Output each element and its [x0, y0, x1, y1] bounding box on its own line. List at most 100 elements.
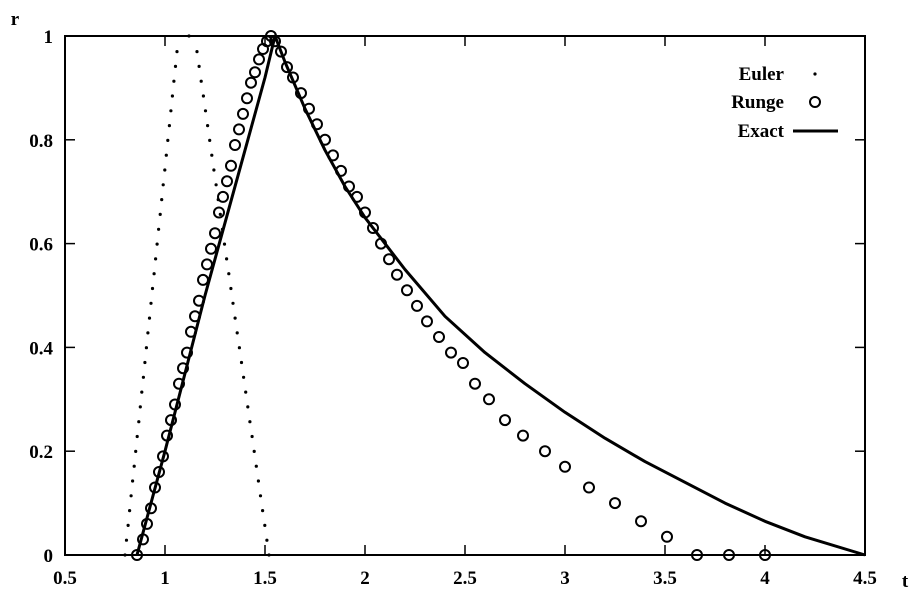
euler-point [166, 138, 170, 142]
y-axis-label: r [11, 9, 20, 30]
runge-point [275, 45, 287, 58]
x-tick-label: 2.5 [453, 568, 477, 589]
euler-point [124, 538, 129, 542]
euler-point [254, 464, 258, 468]
euler-point [167, 124, 171, 128]
euler-point [239, 360, 244, 365]
runge-point [421, 315, 433, 328]
runge-point [253, 53, 265, 66]
legend-label-euler: Euler [739, 64, 785, 85]
runge-point [281, 61, 293, 74]
euler-point [146, 331, 150, 335]
euler-point [131, 479, 135, 483]
y-tick-label: 1 [44, 27, 54, 48]
x-tick-label: 2 [360, 568, 370, 589]
legend-label-runge: Runge [731, 92, 784, 113]
x-axis-label: t [902, 571, 909, 592]
euler-point [214, 183, 218, 187]
runge-point [209, 227, 221, 240]
exact-line [135, 34, 866, 557]
x-tick-label: 4.5 [853, 568, 877, 589]
euler-point [235, 331, 239, 335]
euler-point [210, 153, 214, 157]
runge-point [517, 429, 529, 442]
euler-point [175, 50, 179, 54]
euler-point [160, 198, 164, 202]
euler-point [132, 464, 136, 468]
euler-point [187, 34, 191, 38]
euler-point [172, 79, 176, 83]
euler-point [163, 168, 167, 172]
euler-point [149, 301, 153, 305]
euler-point [147, 316, 152, 320]
y-tick-label: 0.2 [29, 442, 53, 463]
runge-point [401, 284, 413, 297]
x-tick-label: 0.5 [53, 568, 77, 589]
euler-point [233, 316, 237, 320]
runge-point [173, 377, 185, 390]
euler-point [237, 346, 241, 350]
runge-point [661, 530, 673, 543]
euler-point [244, 390, 248, 394]
euler-point [267, 553, 271, 557]
euler-point [218, 212, 222, 216]
euler-point [203, 109, 208, 113]
runge-point [499, 414, 511, 427]
runge-point [225, 159, 237, 172]
legend-swatch-runge [809, 96, 821, 108]
legend-label-exact: Exact [738, 121, 785, 142]
y-tick-label: 0.4 [29, 338, 53, 359]
euler-point [258, 494, 263, 498]
runge-point [433, 331, 445, 343]
euler-point [137, 420, 141, 424]
euler-point [208, 138, 212, 142]
euler-point [263, 523, 267, 528]
runge-point [217, 190, 229, 203]
euler-point [170, 94, 174, 98]
runge-point [457, 357, 469, 369]
series-layer [123, 30, 866, 561]
runge-point [367, 222, 379, 234]
euler-point [161, 183, 165, 187]
axis-ticks [64, 35, 866, 556]
euler-point [229, 286, 233, 291]
runge-point [383, 253, 395, 266]
euler-point [143, 360, 147, 365]
euler-point [169, 109, 173, 113]
runge-point [559, 460, 571, 473]
euler-point [157, 227, 161, 231]
euler-point [173, 64, 178, 68]
runge-point [691, 549, 703, 561]
euler-point [195, 50, 199, 54]
euler-point [123, 553, 127, 557]
runge-point [213, 206, 225, 219]
runge-point [391, 268, 403, 281]
runge-point [177, 362, 189, 375]
runge-point [445, 346, 457, 359]
x-tick-label: 3.5 [653, 568, 677, 589]
x-tick-label: 1 [160, 568, 170, 589]
series-exact [135, 34, 866, 557]
euler-point [212, 168, 216, 172]
tick-labels: 0.5 1 1.5 2 2.5 3 3.5 4 4.5 0 0.2 0.4 0.6 0.8 1 [29, 27, 877, 589]
euler-point [154, 257, 158, 261]
euler-point [246, 405, 250, 409]
runge-point [241, 92, 253, 105]
euler-point [134, 449, 138, 453]
euler-point [231, 301, 235, 305]
runge-point [201, 258, 213, 271]
euler-point [225, 257, 229, 261]
euler-point [152, 272, 156, 276]
legend: Euler Runge Exact [731, 64, 838, 142]
euler-point [206, 124, 210, 128]
series-euler [123, 34, 271, 557]
runge-point [181, 346, 193, 359]
runge-point [197, 273, 209, 286]
euler-point [252, 449, 256, 453]
euler-point [128, 509, 132, 513]
y-tick-label: 0.6 [29, 235, 53, 256]
euler-point [227, 272, 231, 276]
euler-point [126, 523, 130, 528]
euler-point [197, 64, 201, 68]
euler-point [135, 434, 139, 439]
